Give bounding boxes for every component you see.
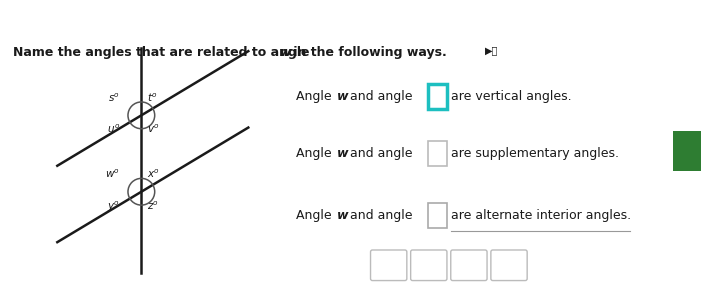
Text: w: w <box>337 147 349 160</box>
FancyBboxPatch shape <box>428 84 447 109</box>
Text: are vertical angles.: are vertical angles. <box>451 90 572 103</box>
Text: and angle: and angle <box>346 90 412 103</box>
Text: s: s <box>465 259 472 272</box>
Text: Below are two parallel lines cut by a transversal.: Below are two parallel lines cut by a tr… <box>146 5 472 18</box>
Text: z: z <box>505 259 512 272</box>
Text: x: x <box>385 259 392 272</box>
Text: $s^o$: $s^o$ <box>108 91 120 104</box>
Text: and angle: and angle <box>346 147 412 160</box>
Text: $v^o$: $v^o$ <box>147 123 160 136</box>
Text: are supplementary angles.: are supplementary angles. <box>451 147 619 160</box>
Text: w: w <box>337 209 349 222</box>
Text: $z^o$: $z^o$ <box>147 199 159 212</box>
FancyBboxPatch shape <box>370 250 407 281</box>
Text: Angle: Angle <box>296 209 335 222</box>
Text: $t^o$: $t^o$ <box>147 91 158 104</box>
FancyBboxPatch shape <box>673 131 702 171</box>
FancyBboxPatch shape <box>428 203 447 228</box>
Text: ▶⧧: ▶⧧ <box>517 6 530 16</box>
FancyBboxPatch shape <box>428 141 447 166</box>
Text: $w^o$: $w^o$ <box>105 168 120 180</box>
Text: are alternate interior angles.: are alternate interior angles. <box>451 209 631 222</box>
FancyBboxPatch shape <box>491 250 527 281</box>
FancyBboxPatch shape <box>277 33 659 297</box>
Text: Angle: Angle <box>296 90 335 103</box>
Text: ▶⧧: ▶⧧ <box>485 46 498 56</box>
Text: w: w <box>337 90 349 103</box>
Text: $x^o$: $x^o$ <box>147 168 160 180</box>
Text: v: v <box>425 259 432 272</box>
Text: Name the angles that are related to angle: Name the angles that are related to angl… <box>13 46 314 59</box>
Text: $u^o$: $u^o$ <box>107 123 120 136</box>
FancyBboxPatch shape <box>411 250 447 281</box>
Text: w: w <box>280 46 291 59</box>
Text: Angle: Angle <box>296 147 335 160</box>
Text: in the following ways.: in the following ways. <box>290 46 447 59</box>
FancyBboxPatch shape <box>451 250 487 281</box>
Text: and angle: and angle <box>346 209 412 222</box>
Text: $y^o$: $y^o$ <box>108 199 120 214</box>
